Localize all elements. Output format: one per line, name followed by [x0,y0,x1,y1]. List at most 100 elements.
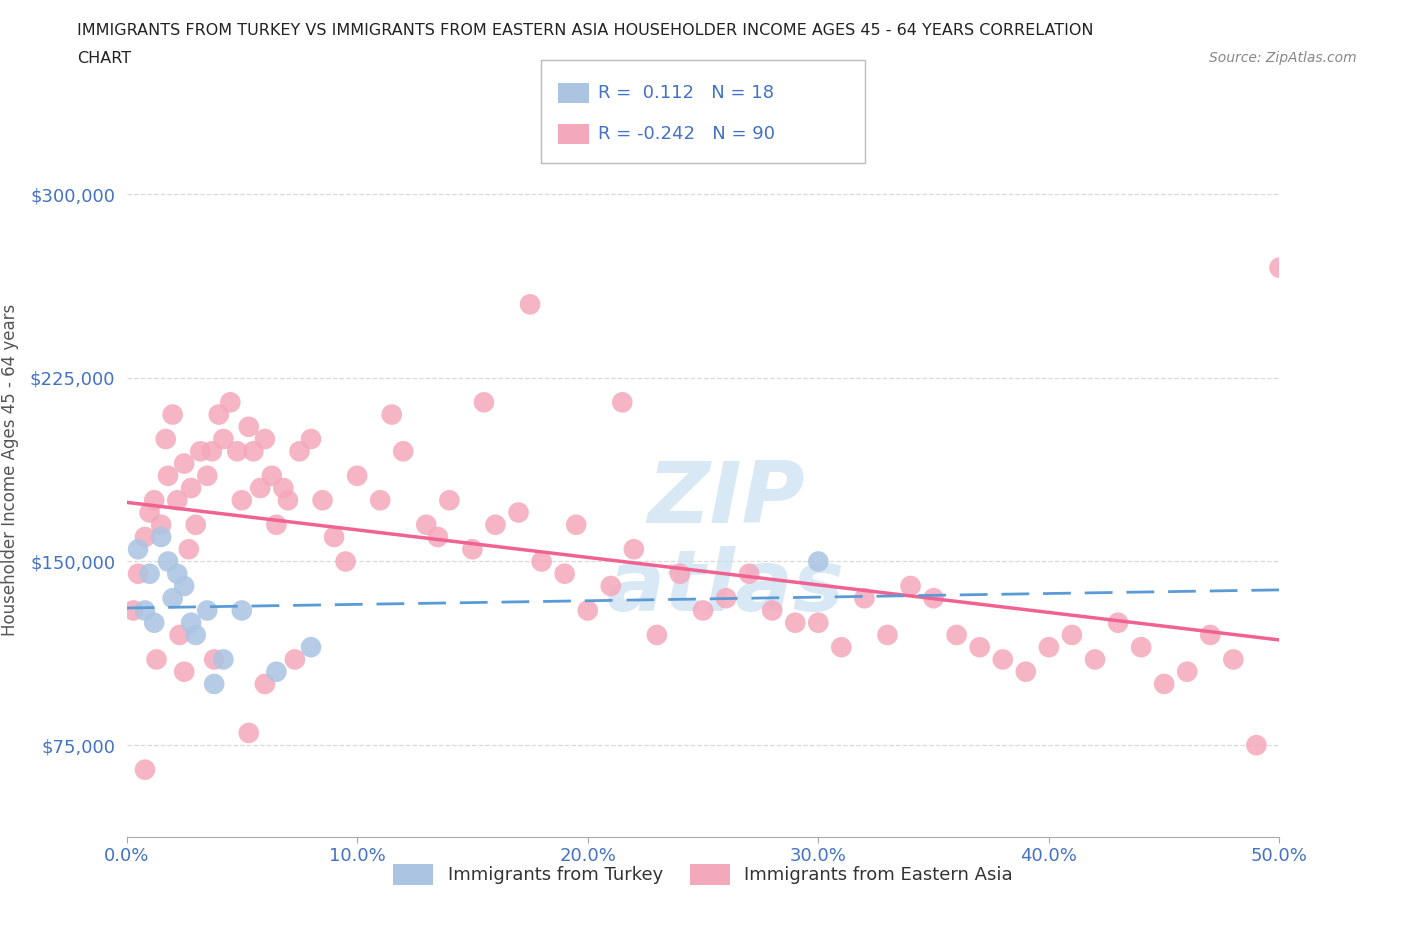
Point [508,505,530,520]
Point [323,529,346,544]
Point [1175,664,1198,679]
Point [134,763,156,777]
Point [1153,676,1175,691]
Point [623,542,645,557]
Point [253,432,276,446]
Point [392,444,415,458]
Point [1015,664,1038,679]
Point [554,566,576,581]
Point [612,395,634,410]
Point [969,640,991,655]
Point [669,566,692,581]
Point [335,554,357,569]
Point [1107,616,1129,631]
Point [226,444,249,458]
Point [173,456,195,471]
Point [238,725,260,740]
Point [1199,628,1222,643]
Point [415,517,437,532]
Point [166,566,188,581]
Point [807,554,830,569]
Text: CHART: CHART [77,51,131,66]
Point [150,517,173,532]
Point [180,616,202,631]
Point [238,419,260,434]
Point [1246,737,1268,752]
Point [273,481,295,496]
Point [900,578,922,593]
Point [127,566,149,581]
Point [231,603,253,618]
Y-axis label: Householder Income Ages 45 - 64 years: Householder Income Ages 45 - 64 years [1,303,18,636]
Text: atlas: atlas [607,546,845,629]
Point [368,493,391,508]
Point [576,603,599,618]
Point [162,407,184,422]
Point [853,591,876,605]
Point [439,493,461,508]
Point [202,652,225,667]
Point [219,395,242,410]
Point [249,481,271,496]
Point [472,395,495,410]
Text: R =  0.112   N = 18: R = 0.112 N = 18 [598,84,773,102]
Point [1268,260,1291,275]
Point [299,640,322,655]
Point [311,493,333,508]
Point [195,603,218,618]
Point [157,554,180,569]
Point [1084,652,1107,667]
Point [177,542,200,557]
Point [288,444,311,458]
Point [599,578,621,593]
Point [692,603,714,618]
Point [184,517,207,532]
Point [184,628,207,643]
Point [266,517,288,532]
Point [134,603,156,618]
Point [991,652,1014,667]
Point [122,603,145,618]
Point [785,616,807,631]
Point [519,297,541,312]
Point [761,603,783,618]
Point [195,469,218,484]
Point [173,664,195,679]
Point [284,652,307,667]
Text: R = -0.242   N = 90: R = -0.242 N = 90 [598,125,775,143]
Point [645,628,668,643]
Point [162,591,184,605]
Point [299,432,322,446]
Text: ZIP: ZIP [647,458,804,540]
Point [484,517,506,532]
Point [202,676,225,691]
Point [138,566,160,581]
Point [260,469,283,484]
Point [530,554,553,569]
Point [134,529,156,544]
Point [253,676,276,691]
Point [714,591,737,605]
Point [1222,652,1244,667]
Point [242,444,264,458]
Point [266,664,288,679]
Point [231,493,253,508]
Point [145,652,167,667]
Point [173,578,195,593]
Point [143,616,166,631]
Point [150,529,173,544]
Point [426,529,449,544]
Point [212,432,235,446]
Legend: Immigrants from Turkey, Immigrants from Eastern Asia: Immigrants from Turkey, Immigrants from … [387,857,1019,892]
Point [180,481,202,496]
Point [155,432,177,446]
Point [201,444,224,458]
Point [1060,628,1083,643]
Point [157,469,180,484]
Point [807,616,830,631]
Point [1038,640,1060,655]
Point [381,407,404,422]
Point [127,542,149,557]
Point [945,628,967,643]
Point [208,407,231,422]
